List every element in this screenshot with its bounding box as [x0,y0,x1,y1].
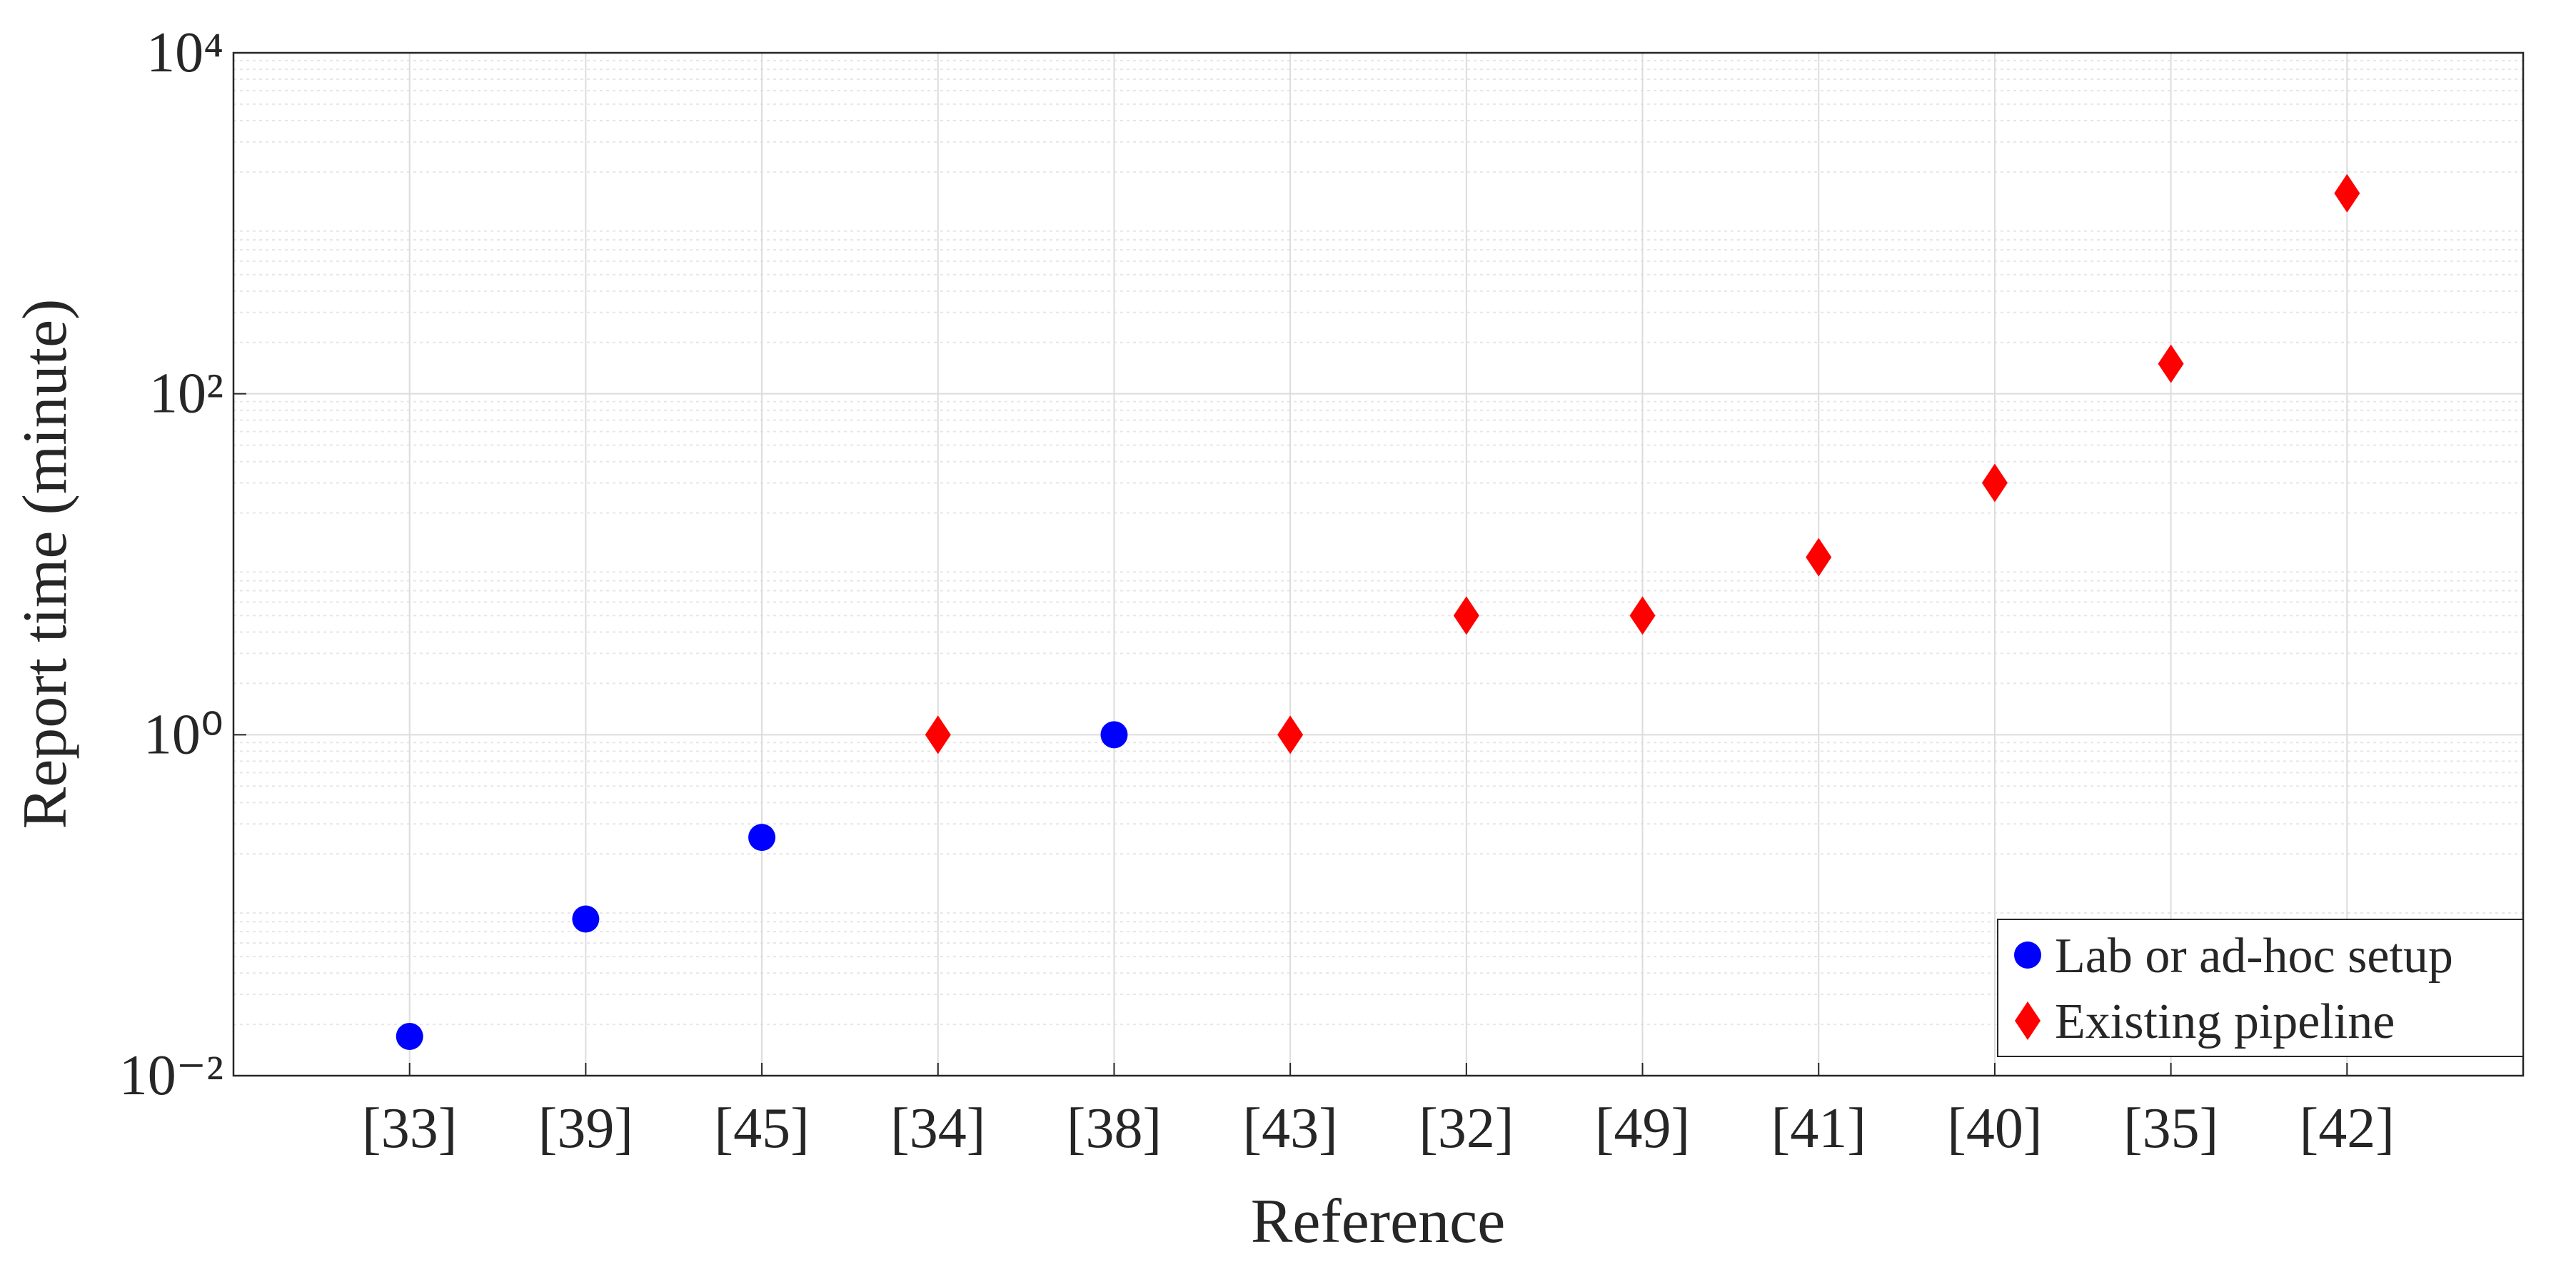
point [572,905,600,933]
point [1277,715,1304,754]
point [2334,173,2360,213]
y-axis-label: Report time (minute) [11,299,80,829]
y-tick-label: 10² [149,363,223,425]
x-tick-label: [35] [2123,1097,2218,1160]
x-tick-label: [41] [1771,1097,1866,1160]
x-tick-label: [34] [890,1097,985,1160]
x-axis-label: Reference [1251,1187,1506,1256]
y-tick-label: 10⁻² [119,1044,223,1107]
point [925,715,951,754]
x-tick-label: [33] [362,1097,457,1160]
point [396,1022,423,1050]
point [1981,463,2008,503]
point [2158,344,2184,383]
x-tick-label: [32] [1419,1097,1514,1160]
point [1100,721,1128,749]
x-tick-label: [42] [2300,1097,2395,1160]
legend-label: Existing pipeline [2055,994,2395,1049]
x-tick-label: [38] [1067,1097,1162,1160]
x-tick-label: [49] [1595,1097,1690,1160]
y-tick-label: 10⁴ [146,21,223,84]
legend-box [1997,919,2524,1057]
x-tick-label: [39] [538,1097,633,1160]
legend-marker [2014,942,2041,969]
legend-marker [2015,1001,2041,1040]
point [1453,596,1479,635]
point [1806,537,1832,577]
x-tick-label: [40] [1947,1097,2042,1160]
point [1629,596,1656,635]
legend-label: Lab or ad-hoc setup [2055,929,2453,984]
point [748,824,776,852]
x-tick-label: [43] [1243,1097,1338,1160]
x-tick-label: [45] [714,1097,809,1160]
y-tick-label: 10⁰ [144,703,223,766]
axes-box [232,51,2525,1077]
